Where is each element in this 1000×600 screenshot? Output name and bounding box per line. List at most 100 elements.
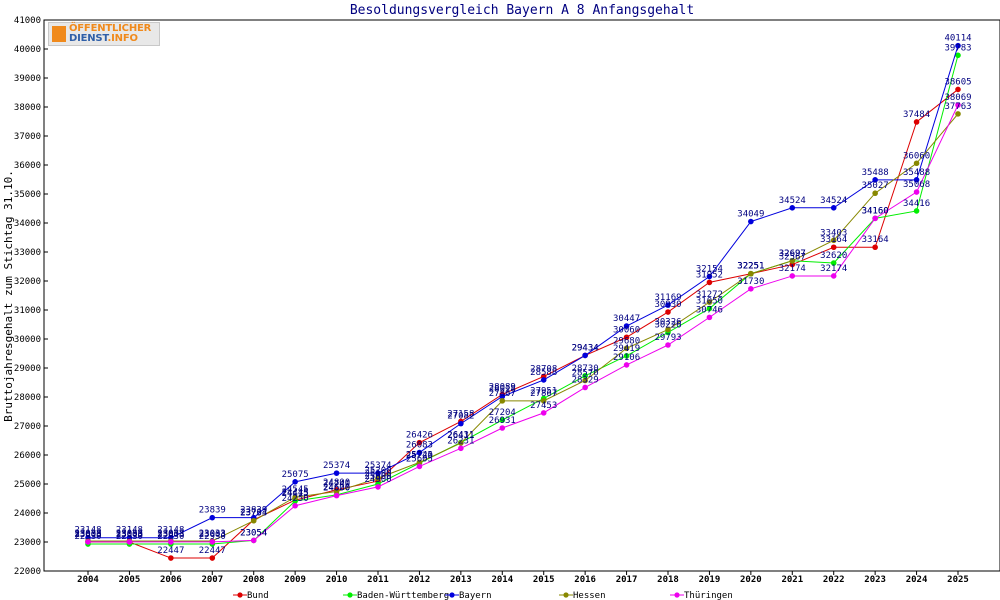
data-point	[830, 260, 837, 266]
logo-text: ÖFFENTLICHER DIENST.INFO	[69, 24, 151, 44]
logo-line2b: .INFO	[107, 33, 138, 44]
data-point	[748, 270, 754, 277]
data-label: 22930	[199, 532, 226, 542]
data-point	[416, 463, 423, 470]
data-label: 29106	[613, 353, 640, 363]
data-point	[292, 479, 298, 485]
data-point	[955, 111, 961, 117]
data-label: 30060	[613, 325, 640, 335]
data-point	[665, 302, 671, 308]
data-label: 32251	[737, 262, 764, 272]
y-tick-label: 41000	[14, 16, 41, 26]
data-label: 25200	[364, 466, 391, 476]
series-layer	[85, 42, 961, 561]
data-label: 23033	[116, 529, 143, 539]
data-point	[499, 425, 506, 431]
data-label: 27867	[530, 389, 557, 399]
data-point	[499, 393, 506, 400]
data-point	[85, 539, 91, 545]
data-point	[416, 449, 423, 456]
x-tick-label: 2013	[450, 575, 472, 585]
y-tick-label: 36000	[14, 161, 41, 171]
data-point	[872, 190, 878, 197]
data-label: 28018	[489, 384, 516, 394]
data-label: 37484	[903, 110, 930, 120]
y-tick-label: 33000	[14, 248, 41, 258]
x-tick-label: 2018	[657, 575, 679, 585]
data-point	[913, 177, 920, 183]
data-point	[333, 470, 340, 476]
data-label: 30447	[613, 314, 640, 324]
data-label: 23033	[157, 529, 184, 539]
data-point	[623, 345, 630, 352]
y-tick-label: 34000	[14, 219, 41, 229]
data-label: 29419	[613, 344, 640, 354]
data-label: 28730	[572, 364, 599, 374]
data-label: 23148	[157, 526, 184, 536]
data-point	[458, 420, 464, 427]
legend-marker	[237, 592, 243, 598]
data-label: 35488	[862, 168, 889, 178]
data-label: 32251	[737, 262, 764, 272]
logo-line1: ÖFFENTLICHER	[69, 23, 152, 34]
data-label: 27204	[489, 408, 516, 418]
data-label: 27951	[530, 386, 557, 396]
legend-label: Hessen	[573, 591, 606, 600]
legend-marker	[347, 592, 353, 598]
x-tick-label: 2025	[947, 575, 969, 585]
data-point	[789, 257, 796, 264]
data-label: 35068	[903, 180, 930, 190]
data-point	[623, 362, 630, 368]
data-label: 33164	[820, 235, 847, 245]
data-label: 34160	[862, 206, 889, 216]
data-point	[623, 323, 630, 329]
data-label: 24800	[323, 478, 350, 488]
data-label: 25374	[323, 461, 350, 471]
data-label: 23733	[240, 509, 267, 519]
data-label: 25100	[364, 469, 391, 479]
data-point	[292, 502, 298, 509]
data-label: 25374	[364, 461, 391, 471]
data-label: 34049	[737, 210, 764, 220]
data-point	[913, 208, 920, 214]
y-tick-label: 40000	[14, 45, 41, 55]
legend: Bund Baden-Württemberg Bayern Hessen Thüring…	[233, 591, 733, 600]
data-label: 24250	[282, 494, 309, 504]
data-label: 23003	[199, 530, 226, 540]
data-label: 33164	[862, 235, 889, 245]
data-label: 34416	[903, 199, 930, 209]
y-axis: 22000 23000 24000 25000 26000 27000 28000 29000…	[14, 16, 48, 577]
data-point	[955, 102, 961, 108]
data-label: 23000	[116, 530, 143, 540]
logo-icon	[52, 26, 66, 42]
series-line	[88, 113, 959, 542]
data-label: 30326	[654, 318, 681, 328]
data-label: 29434	[572, 343, 599, 353]
x-tick-label: 2024	[906, 575, 928, 585]
y-tick-label: 32000	[14, 277, 41, 287]
data-label: 28588	[530, 368, 557, 378]
data-point	[789, 205, 796, 211]
data-point	[333, 488, 340, 495]
logo: ÖFFENTLICHER DIENST.INFO	[48, 22, 160, 46]
data-label: 22447	[157, 546, 184, 556]
y-tick-label: 25000	[14, 480, 41, 490]
data-point	[126, 539, 133, 545]
data-point	[623, 353, 630, 359]
y-tick-label: 30000	[14, 335, 41, 345]
data-label: 23054	[240, 528, 267, 538]
y-tick-label: 39000	[14, 74, 41, 84]
data-label: 32174	[779, 264, 806, 274]
data-label: 23003	[74, 530, 101, 540]
legend-label: Bund	[247, 591, 269, 600]
data-label: 27453	[530, 401, 557, 411]
series-line	[88, 55, 959, 545]
data-label: 40114	[944, 34, 971, 44]
y-tick-label: 29000	[14, 364, 41, 374]
legend-label: Bayern	[459, 591, 492, 600]
data-point	[168, 539, 174, 545]
series-line	[88, 89, 959, 559]
data-point	[830, 237, 837, 244]
data-label: 35488	[903, 168, 930, 178]
